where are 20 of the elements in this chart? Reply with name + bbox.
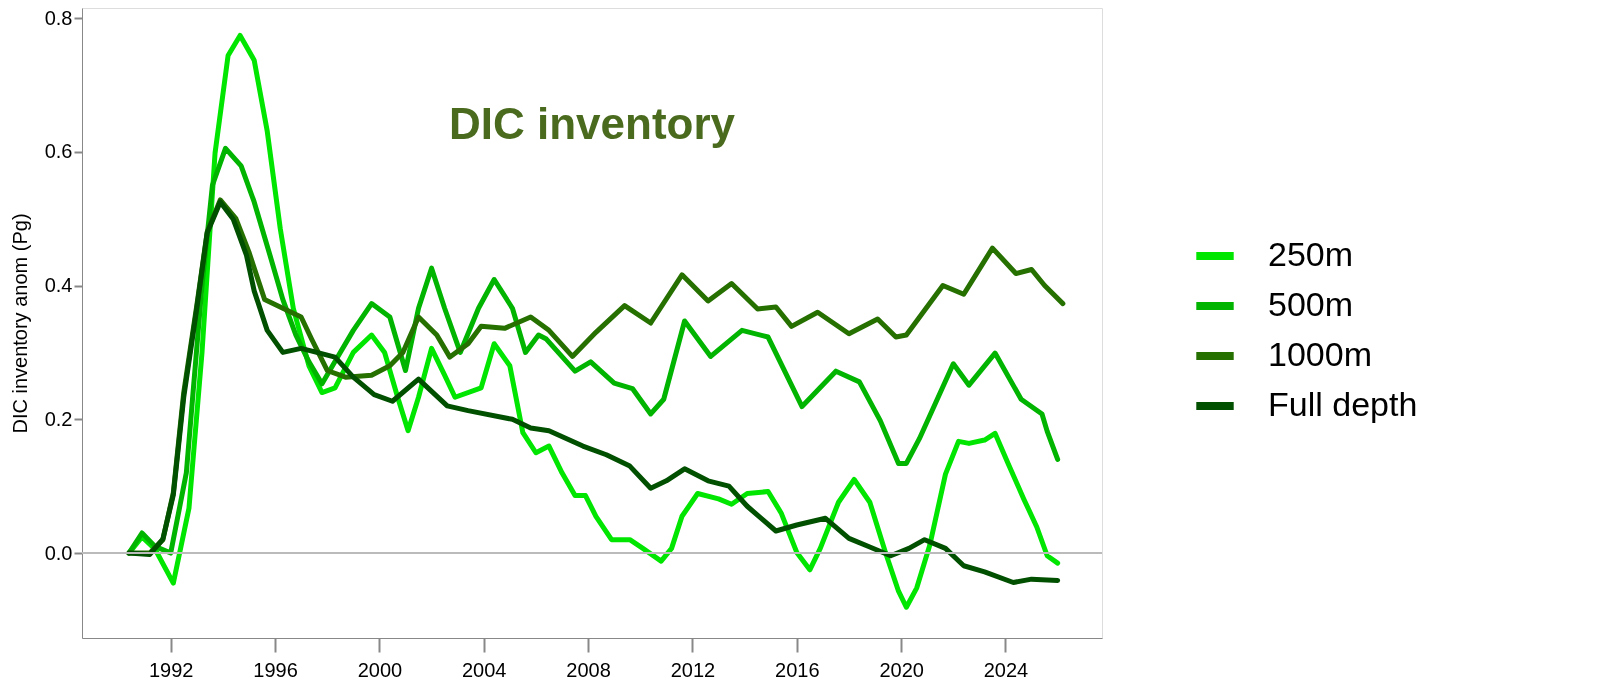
y-tick-label: 0.0 — [44, 541, 73, 564]
x-tick-label: 2000 — [357, 658, 403, 681]
x-tick-label: 2012 — [670, 658, 716, 681]
text: DIC inventory — [448, 99, 736, 148]
y-tick-label: 0.8 — [44, 6, 73, 29]
y-tick-label: 0.6 — [44, 140, 73, 163]
x-tick-label: 2004 — [461, 658, 507, 681]
x-tick-label: 2024 — [983, 658, 1029, 681]
y-axis-title: DIC inventory anom (Pg) — [8, 213, 31, 434]
legend-label: 500m — [1268, 285, 1354, 323]
x-tick-label: 2020 — [879, 658, 924, 681]
legend-label: 1000m — [1268, 335, 1372, 373]
y-tick-label: 0.4 — [44, 274, 73, 297]
legend-label: Full depth — [1268, 385, 1418, 423]
x-tick-label: 2008 — [566, 658, 611, 681]
legend-label: 250m — [1268, 235, 1354, 273]
x-tick-label: 2016 — [775, 658, 820, 681]
y-tick-label: 0.2 — [44, 407, 73, 430]
x-tick-label: 1992 — [148, 658, 194, 681]
x-tick-label: 1996 — [253, 658, 298, 681]
